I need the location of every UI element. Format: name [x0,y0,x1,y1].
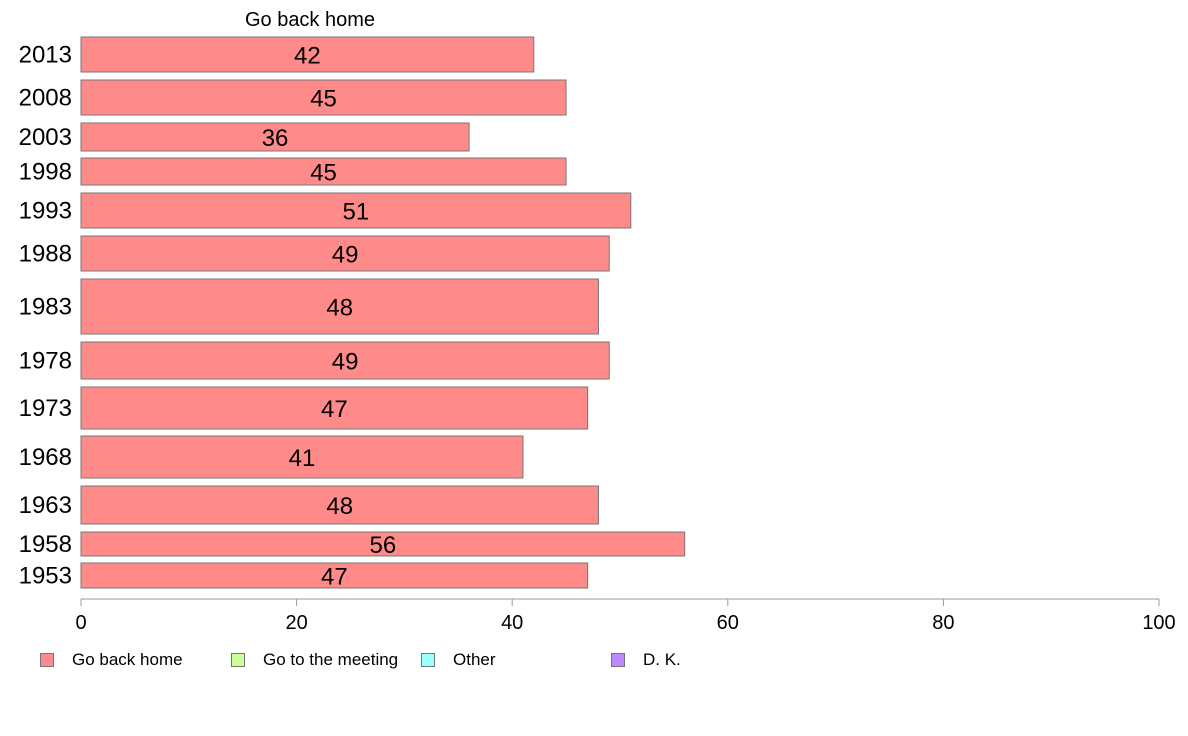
legend-item-dk: D. K. [611,650,681,670]
category-label-1958: 1958 [19,531,72,558]
bar-value-label-1973: 47 [321,396,348,423]
legend-item-other: Other [421,650,496,670]
year-labels-group: 2013 2008 2003 1998 1993 1988 1983 1978 1973 1968… [19,42,72,590]
bar-value-label-1953: 47 [321,564,348,591]
bar-value-label-1998: 45 [310,160,337,187]
bar-1963 [80,485,599,525]
legend-label-go-back-home: Go back home [72,650,183,669]
category-label-1973: 1973 [19,395,72,422]
bar-2003 [80,122,470,152]
series-title: Go back home [245,9,375,31]
bar-1973 [80,386,589,430]
category-label-1993: 1993 [19,198,72,225]
bar-value-label-1983: 48 [326,295,353,322]
legend-label-other: Other [453,650,496,669]
legend-item-go-back-home: Go back home [40,650,183,670]
bar-value-label-1978: 49 [332,349,359,376]
legend-swatch-dk [611,653,625,667]
category-label-1998: 1998 [19,159,72,186]
bar-1968 [80,435,524,479]
x-axis: 0 20 40 60 80 100 [75,598,1176,634]
x-tick-label-100: 100 [1142,612,1175,634]
x-tick-label-60: 60 [717,612,739,634]
category-label-1953: 1953 [19,563,72,590]
bar-value-label-1988: 49 [332,242,359,269]
legend-swatch-go-to-the-meeting [231,653,245,667]
x-tick-label-0: 0 [75,612,86,634]
x-tick-label-40: 40 [501,612,523,634]
legend-label-dk: D. K. [643,650,681,669]
category-label-1983: 1983 [19,294,72,321]
bar-2013 [80,36,535,73]
category-label-2003: 2003 [19,124,72,151]
legend-swatch-go-back-home [40,653,54,667]
category-label-1968: 1968 [19,444,72,471]
category-label-1988: 1988 [19,241,72,268]
bar-value-label-1963: 48 [326,493,353,520]
x-tick-label-80: 80 [932,612,954,634]
bar-value-label-1993: 51 [343,199,370,226]
bar-1953 [80,562,589,589]
legend-item-go-to-the-meeting: Go to the meeting [231,650,398,670]
bar-1983 [80,278,599,335]
bar-value-label-1958: 56 [369,532,396,559]
bar-2008 [80,79,567,116]
bar-value-label-2013: 42 [294,43,321,70]
category-label-1978: 1978 [19,348,72,375]
category-label-2013: 2013 [19,42,72,69]
bar-value-label-2003: 36 [262,125,289,152]
bar-value-label-1968: 41 [289,445,316,472]
category-label-2008: 2008 [19,85,72,112]
category-label-1963: 1963 [19,492,72,519]
bar-1998 [80,157,567,186]
x-tick-label-20: 20 [285,612,307,634]
bar-1993 [80,192,632,229]
bar-1978 [80,341,610,380]
legend-swatch-other [421,653,435,667]
bar-value-label-2008: 45 [310,86,337,113]
bar-1988 [80,235,610,272]
legend-label-go-to-the-meeting: Go to the meeting [263,650,399,669]
bar-1958 [80,531,686,557]
legend: Go back home Go to the meeting Other D. … [0,650,1188,680]
bars-group [80,36,686,589]
